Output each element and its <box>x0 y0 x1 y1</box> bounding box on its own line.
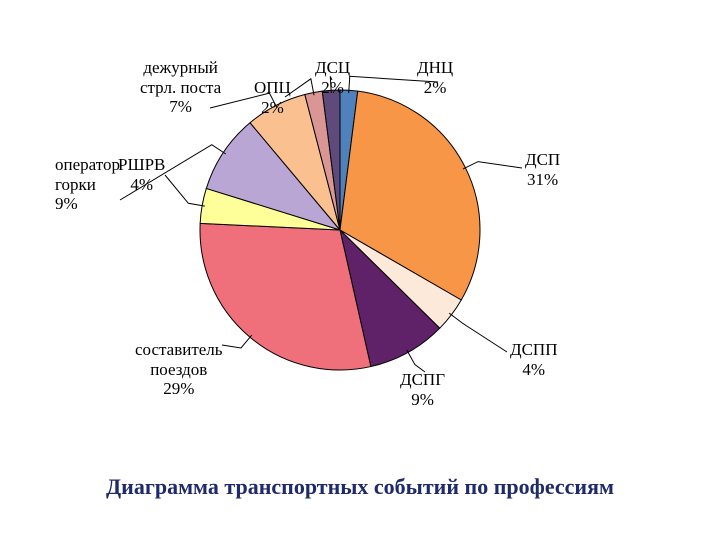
chart-caption: Диаграмма транспортных событий по профес… <box>0 474 720 500</box>
leader-dspg <box>407 350 425 372</box>
label-opc-pct: 2% <box>261 98 284 117</box>
pie-slices <box>200 90 480 370</box>
label-sost-l2: поездов <box>150 360 207 379</box>
label-opc-name: ОПЦ <box>254 78 291 97</box>
leader-rshrv <box>165 175 205 206</box>
label-dezh: дежурный стрл. поста 7% <box>140 58 221 117</box>
leader-dsp <box>463 162 522 169</box>
label-dspg-name: ДСПГ <box>400 370 445 389</box>
label-opgorki: оператор горки 9% <box>55 155 120 214</box>
label-dnc-name: ДНЦ <box>417 58 453 77</box>
leader-sost <box>222 335 252 348</box>
label-dspp: ДСПП 4% <box>510 340 558 379</box>
label-dsp-name: ДСП <box>525 150 560 169</box>
label-opg-l2: горки <box>55 175 96 194</box>
label-dspg: ДСПГ 9% <box>400 370 445 409</box>
label-dspp-name: ДСПП <box>510 340 558 359</box>
label-dsc-name: ДСЦ <box>315 58 350 77</box>
label-dsp: ДСП 31% <box>525 150 560 189</box>
label-rshrv: РШРВ 4% <box>118 155 165 194</box>
label-opg-l3: 9% <box>55 194 78 213</box>
label-dspp-pct: 4% <box>522 360 545 379</box>
label-sost-l1: составитель <box>135 340 223 359</box>
pie-svg <box>200 90 480 370</box>
label-dnc: ДНЦ 2% <box>417 58 453 97</box>
label-dnc-pct: 2% <box>424 78 447 97</box>
label-opg-l1: оператор <box>55 155 120 174</box>
label-dspg-pct: 9% <box>411 390 434 409</box>
label-dsc-pct: 2% <box>321 78 344 97</box>
label-rshrv-name: РШРВ <box>118 155 165 174</box>
label-dezh-l1: дежурный <box>143 58 218 77</box>
label-rshrv-pct: 4% <box>130 175 153 194</box>
label-dsp-pct: 31% <box>527 170 558 189</box>
label-sost-l3: 29% <box>163 379 194 398</box>
label-dezh-l3: 7% <box>169 97 192 116</box>
leader-dspp <box>449 313 507 352</box>
pie-chart <box>200 90 480 370</box>
chart-stage: ДНЦ 2% ДСП 31% ДСПП 4% ДСПГ 9% составите… <box>0 0 720 540</box>
label-opc: ОПЦ 2% <box>254 78 291 117</box>
label-dezh-l2: стрл. поста <box>140 78 221 97</box>
label-dsc: ДСЦ 2% <box>315 58 350 97</box>
label-sost: составитель поездов 29% <box>135 340 223 399</box>
